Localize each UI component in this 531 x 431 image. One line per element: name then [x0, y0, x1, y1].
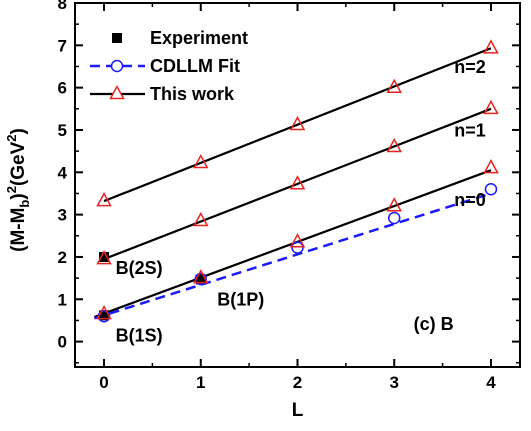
experiment-point [99, 310, 110, 321]
y-axis-title: (M-Mb)2(GeV2) [4, 128, 32, 252]
x-tick-label: 1 [196, 373, 205, 392]
y-tick-label: 5 [58, 121, 67, 140]
y-tick-label: 0 [58, 333, 67, 352]
legend-label: CDLLM Fit [150, 56, 240, 76]
cdllm-fit-point [194, 272, 208, 286]
legend-marker-circle [110, 59, 124, 73]
this-work-point [483, 99, 499, 115]
this-work-point [386, 137, 402, 153]
cdllm-fit-point [387, 211, 401, 225]
this-work-point [96, 192, 112, 207]
legend-marker-triangle [109, 84, 125, 100]
this-work-point [289, 115, 306, 131]
annotation: (c) B [414, 314, 454, 334]
experiment-point [195, 274, 206, 285]
annotation: n=1 [454, 120, 486, 140]
legend-item: This work [90, 84, 235, 104]
series-layer [93, 39, 499, 323]
legend-label: This work [150, 84, 235, 104]
legend-item: CDLLM Fit [90, 56, 240, 76]
cdllm-fit-line [93, 192, 492, 320]
annotations: n=2 n=1 n=0 B(2S) B(1P) B(1S) (c) B [116, 57, 486, 346]
this-work-point [96, 305, 112, 320]
y-tick-label: 4 [58, 163, 68, 182]
this-work-line-n=2 [103, 47, 492, 203]
y-tick-label: 8 [58, 0, 67, 13]
axes: 0 1 2 3 4 0 1 2 3 4 5 6 7 8 [58, 0, 520, 392]
this-work-point [193, 269, 209, 284]
legend-label: Experiment [150, 28, 248, 48]
this-work-point [193, 211, 209, 227]
this-work-line-n=1 [103, 107, 492, 261]
cdllm-fit-point [291, 241, 304, 254]
annotation: B(1P) [217, 290, 264, 310]
this-work-point [483, 159, 499, 174]
x-tick-label: 4 [486, 373, 496, 392]
this-work-point [289, 175, 306, 190]
this-work-point [96, 250, 112, 265]
legend: Experiment CDLLM Fit This work [90, 28, 248, 104]
this-work-point [193, 153, 209, 169]
y-tick-label: 7 [58, 36, 67, 55]
y-tick-label: 6 [58, 79, 67, 98]
annotation: B(2S) [116, 258, 163, 278]
this-work-point [386, 78, 402, 93]
legend-item: Experiment [112, 28, 248, 48]
cdllm-fit-point [484, 182, 498, 196]
x-tick-label: 2 [293, 373, 302, 392]
annotation: n=0 [454, 190, 486, 210]
this-work-point [289, 233, 306, 248]
x-tick-label: 0 [99, 373, 108, 392]
x-axis-title: L [292, 400, 304, 421]
y-tick-label: 3 [58, 206, 67, 225]
experiment-point [99, 251, 110, 262]
y-tick-label: 1 [58, 290, 67, 309]
x-tick-label: 3 [390, 373, 399, 392]
y-tick-label: 2 [58, 248, 67, 267]
annotation: B(1S) [116, 326, 163, 346]
this-work-point [483, 39, 499, 54]
legend-marker-square [112, 33, 122, 43]
this-work-point [386, 197, 402, 212]
annotation: n=2 [454, 57, 486, 77]
